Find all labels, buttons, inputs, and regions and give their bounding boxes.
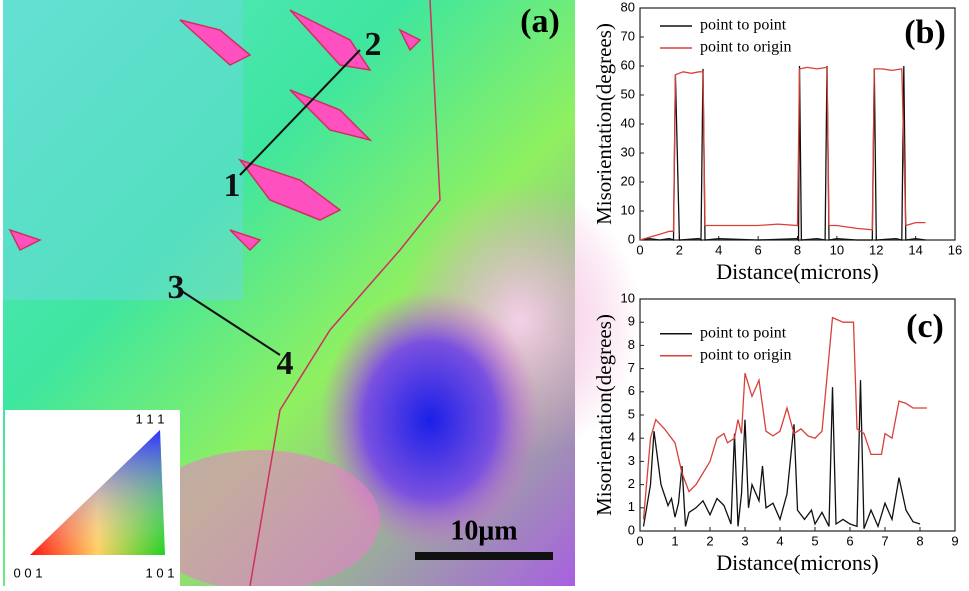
x-tick-label: 4 xyxy=(715,242,722,257)
y-tick-label: 4 xyxy=(628,430,635,445)
x-axis-label: Distance(microns) xyxy=(716,259,879,284)
y-tick-label: 6 xyxy=(628,383,635,398)
y-tick-label: 70 xyxy=(621,28,635,43)
y-tick-label: 10 xyxy=(621,290,635,305)
x-tick-label: 8 xyxy=(794,242,801,257)
panel-label: (b) xyxy=(904,14,946,51)
panel-label: (c) xyxy=(906,308,944,345)
y-axis-label: Misorientation(degrees) xyxy=(592,314,616,516)
x-tick-label: 5 xyxy=(811,533,818,548)
y-axis-label: Misorientation(degrees) xyxy=(592,23,616,225)
point-label: 2 xyxy=(365,26,382,63)
point-label: 3 xyxy=(168,269,185,306)
y-tick-label: 9 xyxy=(628,314,635,329)
x-tick-label: 0 xyxy=(636,242,643,257)
x-axis-label: Distance(microns) xyxy=(716,550,879,575)
y-tick-label: 8 xyxy=(628,337,635,352)
x-tick-label: 4 xyxy=(776,533,783,548)
y-tick-label: 3 xyxy=(628,453,635,468)
series-line xyxy=(642,316,927,520)
x-tick-label: 8 xyxy=(916,533,923,548)
x-tick-label: 6 xyxy=(755,242,762,257)
y-tick-label: 30 xyxy=(621,144,635,159)
point-label: 4 xyxy=(277,345,294,382)
x-tick-label: 2 xyxy=(706,533,713,548)
color-key-label: 1 0 1 xyxy=(146,565,175,580)
x-tick-label: 3 xyxy=(741,533,748,548)
x-tick-label: 10 xyxy=(830,242,844,257)
series-line xyxy=(642,380,921,529)
y-tick-label: 10 xyxy=(621,202,635,217)
color-key-label: 0 0 1 xyxy=(14,565,43,580)
y-tick-label: 80 xyxy=(621,0,635,14)
ebsd-map xyxy=(3,0,640,590)
panel-label: (a) xyxy=(520,3,560,40)
x-tick-label: 2 xyxy=(676,242,683,257)
x-tick-label: 14 xyxy=(908,242,922,257)
point-label: 1 xyxy=(224,167,241,204)
y-tick-label: 60 xyxy=(621,57,635,72)
x-tick-label: 9 xyxy=(951,533,958,548)
y-tick-label: 20 xyxy=(621,173,635,188)
x-tick-label: 1 xyxy=(671,533,678,548)
x-tick-label: 16 xyxy=(948,242,962,257)
scale-bar-label: 10μm xyxy=(450,515,517,546)
series-line xyxy=(639,65,926,243)
y-tick-label: 1 xyxy=(628,499,635,514)
x-tick-label: 6 xyxy=(846,533,853,548)
y-tick-label: 40 xyxy=(621,115,635,130)
color-key-label: 1 1 1 xyxy=(136,411,165,426)
y-tick-label: 7 xyxy=(628,360,635,375)
y-tick-label: 50 xyxy=(621,86,635,101)
series-line xyxy=(639,66,926,241)
legend-label: point to origin xyxy=(700,39,792,56)
x-tick-label: 0 xyxy=(636,533,643,548)
y-tick-label: 0 xyxy=(628,522,635,537)
x-tick-label: 12 xyxy=(869,242,883,257)
legend-label: point to origin xyxy=(700,346,792,363)
legend-label: point to point xyxy=(700,324,787,341)
x-tick-label: 7 xyxy=(881,533,888,548)
y-tick-label: 0 xyxy=(628,231,635,246)
y-tick-label: 2 xyxy=(628,476,635,491)
legend-label: point to point xyxy=(700,17,787,34)
y-tick-label: 5 xyxy=(628,406,635,421)
